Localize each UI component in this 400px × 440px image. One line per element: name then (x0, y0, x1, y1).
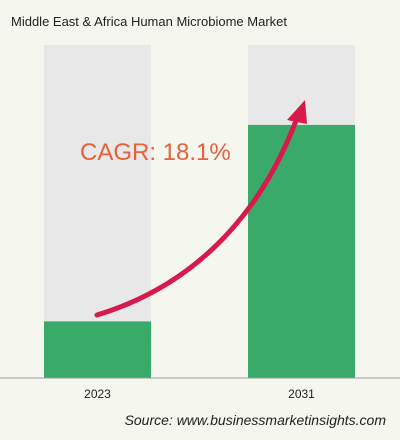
growth-arrow-head (287, 100, 307, 124)
x-tick-labels: 2023 2031 (84, 387, 315, 401)
cagr-annotation: CAGR: 18.1% (80, 139, 231, 166)
bars-group (44, 45, 355, 378)
growth-arrow-line (94, 115, 300, 318)
source-note: Source: www.businessmarketinsights.com (124, 412, 386, 428)
bar-2031 (248, 124, 355, 378)
chart-title: Middle East & Africa Human Microbiome Ma… (11, 14, 287, 29)
x-tick-label-2023: 2023 (84, 387, 111, 401)
x-tick-label-2031: 2031 (288, 387, 315, 401)
bar-2023 (44, 321, 151, 378)
